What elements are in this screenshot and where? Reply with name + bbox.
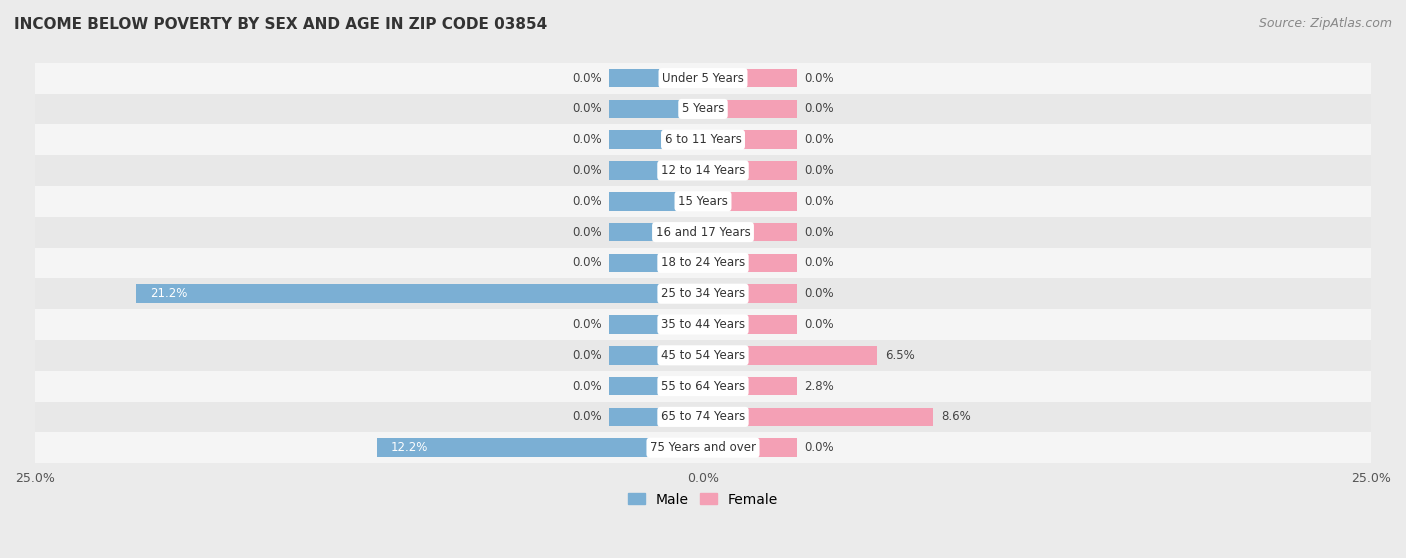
Bar: [703, 223, 797, 242]
Text: 0.0%: 0.0%: [572, 411, 602, 424]
Text: 35 to 44 Years: 35 to 44 Years: [661, 318, 745, 331]
Bar: [609, 408, 703, 426]
Bar: [35, 248, 1371, 278]
Text: 5 Years: 5 Years: [682, 103, 724, 116]
Text: 21.2%: 21.2%: [150, 287, 187, 300]
Text: 0.0%: 0.0%: [804, 441, 834, 454]
Text: 12.2%: 12.2%: [391, 441, 427, 454]
Bar: [609, 377, 703, 396]
Text: 45 to 54 Years: 45 to 54 Years: [661, 349, 745, 362]
Text: 0.0%: 0.0%: [804, 195, 834, 208]
Bar: [609, 346, 703, 364]
Text: 6.5%: 6.5%: [884, 349, 914, 362]
Bar: [609, 100, 703, 118]
Bar: [35, 62, 1371, 94]
Bar: [35, 278, 1371, 309]
Text: 75 Years and over: 75 Years and over: [650, 441, 756, 454]
Bar: [703, 315, 797, 334]
Text: 55 to 64 Years: 55 to 64 Years: [661, 379, 745, 393]
Text: 0.0%: 0.0%: [572, 257, 602, 270]
Bar: [609, 223, 703, 242]
Bar: [703, 285, 797, 303]
Bar: [35, 94, 1371, 124]
Text: 0.0%: 0.0%: [804, 164, 834, 177]
Text: 6 to 11 Years: 6 to 11 Years: [665, 133, 741, 146]
Bar: [703, 377, 797, 396]
Text: 12 to 14 Years: 12 to 14 Years: [661, 164, 745, 177]
Bar: [703, 69, 797, 88]
Text: INCOME BELOW POVERTY BY SEX AND AGE IN ZIP CODE 03854: INCOME BELOW POVERTY BY SEX AND AGE IN Z…: [14, 17, 547, 32]
Text: 25 to 34 Years: 25 to 34 Years: [661, 287, 745, 300]
Text: Source: ZipAtlas.com: Source: ZipAtlas.com: [1258, 17, 1392, 30]
Text: Under 5 Years: Under 5 Years: [662, 71, 744, 85]
Text: 0.0%: 0.0%: [572, 103, 602, 116]
Text: 0.0%: 0.0%: [572, 71, 602, 85]
Text: 0.0%: 0.0%: [804, 287, 834, 300]
Text: 2.8%: 2.8%: [804, 379, 834, 393]
Text: 0.0%: 0.0%: [572, 349, 602, 362]
Bar: [609, 192, 703, 210]
Text: 0.0%: 0.0%: [804, 257, 834, 270]
Text: 16 and 17 Years: 16 and 17 Years: [655, 225, 751, 239]
Bar: [703, 408, 932, 426]
Text: 0.0%: 0.0%: [572, 318, 602, 331]
Text: 0.0%: 0.0%: [804, 71, 834, 85]
Text: 0.0%: 0.0%: [572, 164, 602, 177]
Bar: [35, 432, 1371, 463]
Bar: [377, 439, 703, 457]
Bar: [703, 192, 797, 210]
Text: 18 to 24 Years: 18 to 24 Years: [661, 257, 745, 270]
Text: 0.0%: 0.0%: [804, 318, 834, 331]
Text: 0.0%: 0.0%: [572, 195, 602, 208]
Bar: [703, 131, 797, 149]
Text: 65 to 74 Years: 65 to 74 Years: [661, 411, 745, 424]
Bar: [703, 254, 797, 272]
Bar: [609, 131, 703, 149]
Bar: [35, 217, 1371, 248]
Bar: [703, 439, 797, 457]
Bar: [703, 346, 877, 364]
Bar: [35, 186, 1371, 217]
Bar: [609, 161, 703, 180]
Bar: [35, 402, 1371, 432]
Text: 0.0%: 0.0%: [804, 103, 834, 116]
Text: 0.0%: 0.0%: [804, 225, 834, 239]
Bar: [35, 309, 1371, 340]
Bar: [35, 340, 1371, 371]
Bar: [609, 69, 703, 88]
Text: 0.0%: 0.0%: [572, 379, 602, 393]
Text: 0.0%: 0.0%: [572, 225, 602, 239]
Text: 0.0%: 0.0%: [572, 133, 602, 146]
Text: 8.6%: 8.6%: [941, 411, 970, 424]
Bar: [35, 371, 1371, 402]
Bar: [609, 254, 703, 272]
Bar: [35, 155, 1371, 186]
Bar: [609, 315, 703, 334]
Text: 15 Years: 15 Years: [678, 195, 728, 208]
Legend: Male, Female: Male, Female: [623, 487, 783, 512]
Bar: [35, 124, 1371, 155]
Bar: [703, 161, 797, 180]
Bar: [703, 100, 797, 118]
Text: 0.0%: 0.0%: [804, 133, 834, 146]
Bar: [136, 285, 703, 303]
